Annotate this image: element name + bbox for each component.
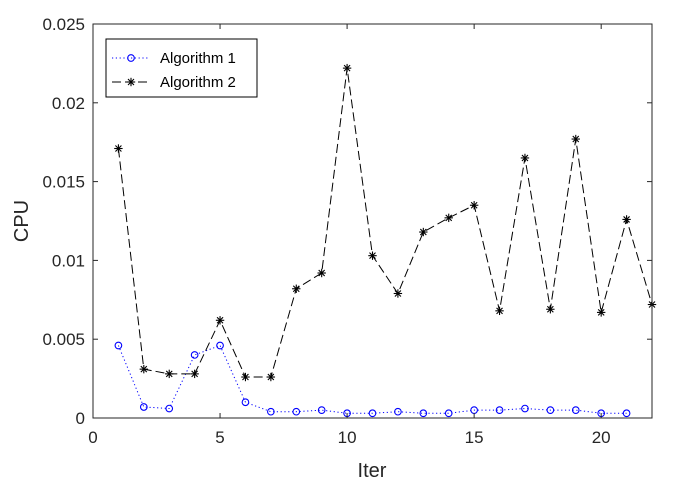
x-tick-label: 20: [592, 428, 611, 447]
series-1-point: [139, 403, 148, 411]
series-2-point: [342, 63, 352, 73]
series-2-point-stroke: [623, 216, 630, 223]
series-2-point: [520, 153, 530, 163]
x-axis-label: Iter: [358, 460, 387, 482]
series-2-point: [266, 372, 276, 382]
legend-box: [105, 38, 258, 98]
y-tick-label: 0.02: [52, 94, 85, 113]
series-1-point: [546, 406, 555, 414]
series-2-point: [495, 306, 504, 316]
series-2-point-stroke: [140, 365, 148, 373]
series-2-point-stroke: [445, 214, 453, 222]
series-1-point: [267, 407, 275, 416]
legend-marker-2-stroke: [127, 78, 135, 86]
series-2-point: [114, 144, 123, 153]
series-1-point: [114, 341, 123, 350]
series-2-point-stroke: [546, 305, 554, 313]
series-1-point: [317, 406, 326, 414]
series-2-point: [165, 369, 174, 379]
series-2-point-stroke: [521, 154, 529, 162]
axes-layer: 0 5 10 15 20 0 0.005 0.01 0.015 0.02 0.025: [42, 15, 653, 447]
series-1-point: [394, 407, 402, 416]
series-2-point-stroke: [318, 269, 326, 277]
legend-marker-1: [127, 54, 135, 62]
series-1-point: [241, 398, 250, 407]
series-2-point-stroke: [496, 307, 503, 315]
x-tick-label: 15: [465, 428, 484, 447]
legend: Algorithm 1 Algorithm 2: [105, 38, 258, 98]
y-axis-label: CPU: [11, 200, 33, 242]
series-line-2: [117, 68, 653, 378]
series-2-point-stroke: [572, 135, 580, 143]
series-2-point: [622, 215, 631, 224]
series-2-point-stroke: [242, 373, 249, 381]
series-1-point: [292, 407, 301, 416]
series-1-point: [165, 404, 174, 413]
series-2-point: [215, 316, 225, 325]
series-2-point: [571, 134, 580, 144]
series-1-point: [216, 341, 224, 350]
series-2-point: [190, 369, 199, 379]
legend-label-2: Algorithm 2: [160, 74, 236, 91]
series-2-point-stroke: [267, 373, 275, 381]
series-1-point: [495, 406, 504, 414]
series-2-point: [546, 305, 555, 314]
series-2-point: [393, 289, 403, 298]
series-2-point: [241, 372, 250, 382]
series-2-point-stroke: [597, 309, 605, 316]
series-2-point-stroke: [369, 252, 376, 260]
series-2-point-stroke: [343, 64, 351, 72]
series-2-point-stroke: [419, 228, 427, 236]
series-2-point: [292, 284, 301, 293]
y-tick-label: 0.01: [52, 251, 85, 270]
series-1-point: [521, 404, 529, 413]
x-tick-label: 5: [215, 428, 224, 447]
x-tick-label: 0: [88, 428, 97, 447]
legend-marker-2: [126, 77, 136, 87]
series-2-point: [596, 308, 606, 317]
legend-label-1: Algorithm 1: [160, 50, 236, 67]
series-2-point-stroke: [191, 370, 199, 378]
series-2-point-stroke: [165, 370, 173, 378]
series-2-point-stroke: [470, 201, 478, 209]
y-tick-label: 0.025: [42, 15, 85, 34]
series-2-point-stroke: [115, 145, 122, 152]
series-1-point: [419, 409, 428, 418]
series-2-point: [317, 268, 326, 278]
axes-frame: [92, 23, 653, 419]
series-1-point: [571, 406, 580, 414]
series-2-point: [469, 201, 479, 210]
series-2-point: [444, 213, 453, 223]
series-2-point: [419, 227, 428, 237]
y-tick-label: 0: [76, 409, 85, 428]
series-1-point: [622, 409, 631, 418]
series-line-1: [117, 344, 627, 414]
series-2-point-stroke: [292, 285, 300, 293]
series-1-point: [190, 351, 199, 359]
y-tick-label: 0.015: [42, 173, 85, 192]
series-2-point-stroke: [394, 290, 402, 297]
series-2-point: [368, 251, 377, 260]
y-tick-label: 0.005: [42, 330, 85, 349]
series-2-point: [139, 364, 149, 374]
series-1-point: [444, 409, 453, 418]
x-tick-label: 10: [338, 428, 357, 447]
series-1-point: [368, 409, 377, 418]
legend-entries: Algorithm 1 Algorithm 2: [112, 50, 236, 91]
series-2-point-stroke: [216, 316, 224, 324]
